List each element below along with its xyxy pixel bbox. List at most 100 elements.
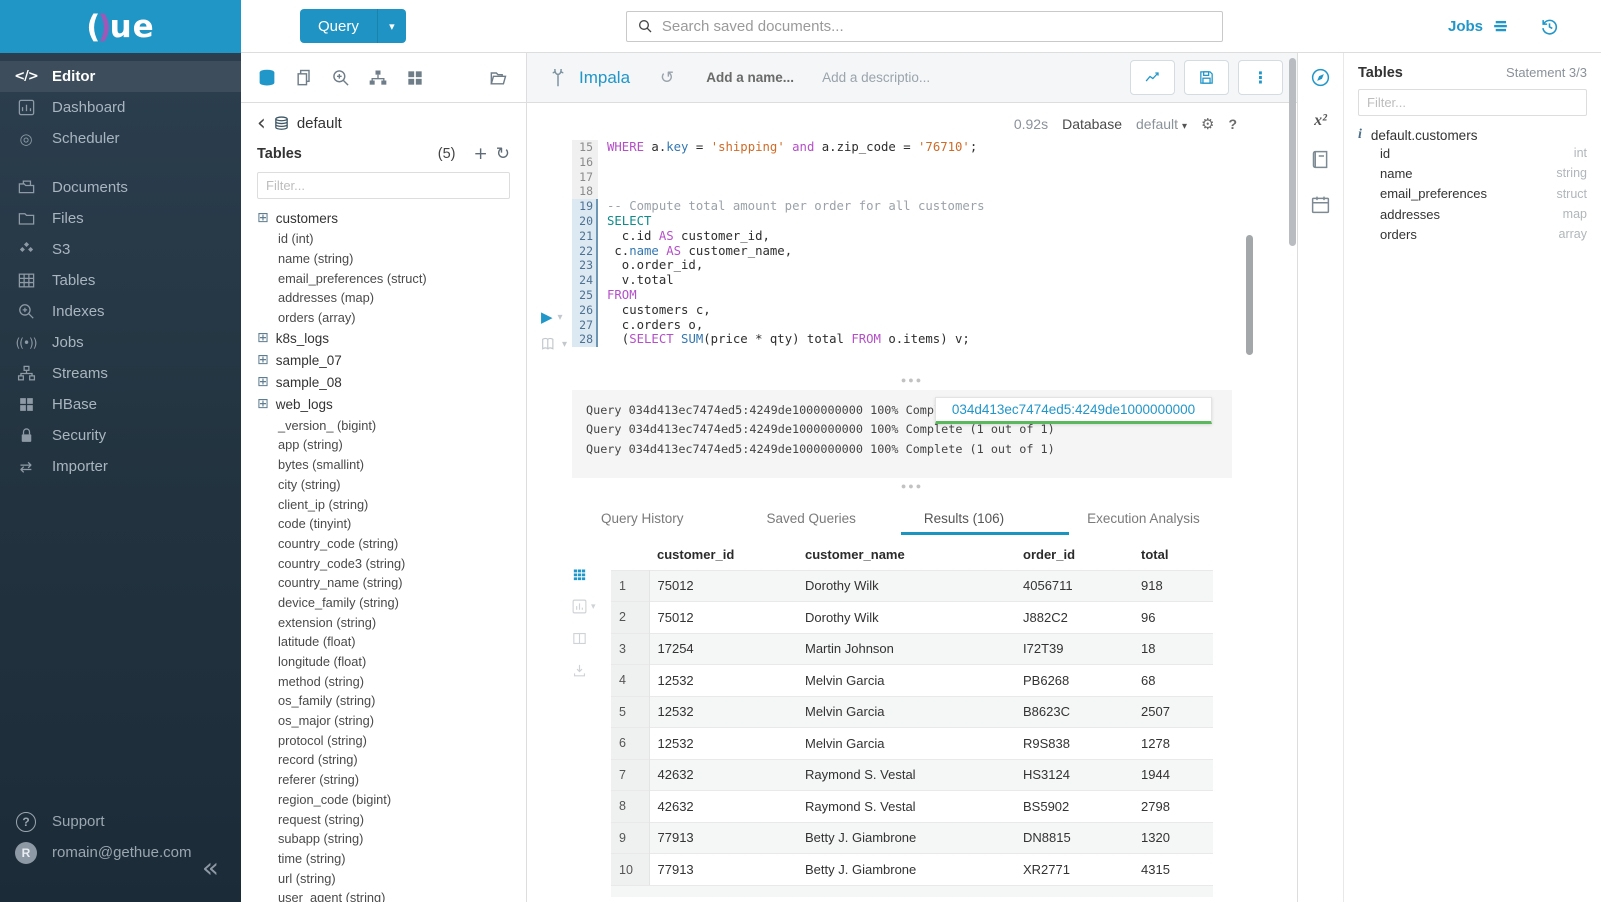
column-item[interactable]: app (string) xyxy=(257,435,510,455)
code-line[interactable]: 15WHERE a.key = 'shipping' and a.zip_cod… xyxy=(572,140,1247,155)
sidebar-item-scheduler[interactable]: ◎Scheduler xyxy=(0,123,241,154)
grid-view-icon[interactable] xyxy=(571,566,596,583)
sidebar-item-editor[interactable]: </>Editor xyxy=(0,61,241,92)
code-line[interactable]: 26 customers c, xyxy=(572,303,1247,318)
right-column-email_preferences[interactable]: email_preferencesstruct xyxy=(1358,184,1587,204)
code-line[interactable]: 28 (SELECT SUM(price * qty) total FROM o… xyxy=(572,332,1247,347)
tables-filter-input[interactable] xyxy=(257,172,510,199)
column-item[interactable]: name (string) xyxy=(257,249,510,269)
column-item[interactable]: request (string) xyxy=(257,809,510,829)
active-table-row[interactable]: i default.customers xyxy=(1358,127,1587,143)
search-input[interactable] xyxy=(662,18,1212,35)
sidebar-item-s3[interactable]: S3 xyxy=(0,234,241,265)
jobs-link[interactable]: Jobs xyxy=(1448,17,1510,36)
column-item[interactable]: city (string) xyxy=(257,475,510,495)
add-table-icon[interactable]: + xyxy=(474,144,488,164)
editor-scrollbar[interactable] xyxy=(1246,235,1253,355)
global-search[interactable] xyxy=(626,11,1223,42)
more-actions-button[interactable]: ⋮ xyxy=(1238,60,1283,95)
sidebar-item-indexes[interactable]: Indexes xyxy=(0,296,241,327)
presentation-mode-button[interactable]: ▾ xyxy=(539,336,567,352)
query-description-field[interactable]: Add a descriptio... xyxy=(822,70,930,85)
code-line[interactable]: 22 c.name AS customer_name, xyxy=(572,244,1247,259)
zoom-plus-icon[interactable] xyxy=(331,68,351,88)
code-line[interactable]: 16 xyxy=(572,155,1247,170)
column-item[interactable]: url (string) xyxy=(257,868,510,888)
column-item[interactable]: code (tinyint) xyxy=(257,514,510,534)
download-icon[interactable] xyxy=(571,662,596,679)
column-item[interactable]: region_code (bigint) xyxy=(257,790,510,810)
sidebar-item-documents[interactable]: Documents xyxy=(0,172,241,203)
column-item[interactable]: latitude (float) xyxy=(257,632,510,652)
resize-handle-top[interactable]: ●●● xyxy=(527,372,1297,388)
tab-saved-queries[interactable]: Saved Queries xyxy=(767,511,856,526)
code-line[interactable]: 27 c.orders o, xyxy=(572,318,1247,333)
sidebar-item-importer[interactable]: ⇄Importer xyxy=(0,451,241,482)
column-item[interactable]: os_family (string) xyxy=(257,691,510,711)
column-item[interactable]: orders (array) xyxy=(257,308,510,328)
column-item[interactable]: subapp (string) xyxy=(257,829,510,849)
run-query-button[interactable]: ▶▾ xyxy=(541,308,563,326)
right-column-addresses[interactable]: addressesmap xyxy=(1358,204,1587,224)
sitemap-icon[interactable] xyxy=(368,68,388,88)
table-item-sample_07[interactable]: ⊞sample_07 xyxy=(257,349,510,371)
info-icon[interactable]: i xyxy=(1358,127,1362,143)
column-item[interactable]: id (int) xyxy=(257,229,510,249)
code-line[interactable]: 21 c.id AS customer_id, xyxy=(572,229,1247,244)
language-reference-icon[interactable] xyxy=(1310,149,1331,175)
right-column-id[interactable]: idint xyxy=(1358,143,1587,163)
right-filter-input[interactable] xyxy=(1358,89,1587,116)
sql-editor[interactable]: 0.92s Database default ▾ ⚙ ? 15WHERE a.k… xyxy=(527,103,1297,372)
sidebar-item-dashboard[interactable]: Dashboard xyxy=(0,92,241,123)
column-header-customer_id[interactable]: customer_id xyxy=(649,540,797,570)
database-select[interactable]: default ▾ xyxy=(1136,116,1187,132)
table-row[interactable]: 275012Dorothy WilkJ882C296 xyxy=(611,602,1213,634)
query-id-tooltip[interactable]: 034d413ec7474ed5:4249de1000000000 xyxy=(935,397,1212,424)
schedule-calendar-icon[interactable] xyxy=(1310,194,1331,220)
column-item[interactable]: country_code (string) xyxy=(257,534,510,554)
column-item[interactable]: client_ip (string) xyxy=(257,494,510,514)
database-breadcrumb[interactable]: ‹ default xyxy=(257,115,510,132)
settings-gear-icon[interactable]: ⚙ xyxy=(1201,115,1214,133)
code-line[interactable]: 17 xyxy=(572,170,1247,185)
columns-view-icon[interactable] xyxy=(571,630,596,647)
code-line[interactable]: 23 o.order_id, xyxy=(572,258,1247,273)
table-row[interactable]: 412532Melvin GarciaPB626868 xyxy=(611,665,1213,697)
column-item[interactable]: bytes (smallint) xyxy=(257,455,510,475)
hue-logo[interactable]: ()ue xyxy=(0,0,241,53)
table-item-customers[interactable]: ⊞customers xyxy=(257,207,510,229)
tab-query-history[interactable]: Query History xyxy=(601,511,684,526)
column-item[interactable]: time (string) xyxy=(257,849,510,869)
table-item-k8s_logs[interactable]: ⊞k8s_logs xyxy=(257,327,510,349)
column-item[interactable]: referer (string) xyxy=(257,770,510,790)
sidebar-item-jobs[interactable]: ((•))Jobs xyxy=(0,327,241,358)
sidebar-item-streams[interactable]: Streams xyxy=(0,358,241,389)
column-item[interactable]: record (string) xyxy=(257,750,510,770)
table-row[interactable]: 512532Melvin GarciaB8623C2507 xyxy=(611,696,1213,728)
resize-handle-bottom[interactable]: ●●● xyxy=(527,478,1297,494)
column-item[interactable]: device_family (string) xyxy=(257,593,510,613)
databases-source-icon[interactable] xyxy=(257,68,277,88)
column-item[interactable]: os_major (string) xyxy=(257,711,510,731)
table-row[interactable]: 742632Raymond S. VestalHS31241944 xyxy=(611,759,1213,791)
code-line[interactable]: 18 xyxy=(572,184,1247,199)
documents-assist-icon[interactable] xyxy=(294,68,314,88)
table-row[interactable]: 1077913Betty J. GiambroneXR27714315 xyxy=(611,854,1213,886)
open-folder-icon[interactable] xyxy=(488,68,508,88)
query-history-icon[interactable] xyxy=(1540,17,1559,36)
back-chevron-icon[interactable]: ‹ xyxy=(257,117,266,131)
column-item[interactable]: country_code3 (string) xyxy=(257,553,510,573)
table-row[interactable]: 175012Dorothy Wilk4056711918 xyxy=(611,570,1213,602)
table-row[interactable]: 612532Melvin GarciaR9S8381278 xyxy=(611,728,1213,760)
table-row[interactable]: 842632Raymond S. VestalBS59022798 xyxy=(611,791,1213,823)
help-icon[interactable]: ? xyxy=(1228,116,1237,132)
table-row[interactable]: 317254Martin JohnsonI72T3918 xyxy=(611,633,1213,665)
engine-selector[interactable]: Impala xyxy=(547,66,630,90)
sidebar-item-hbase[interactable]: HBase xyxy=(0,389,241,420)
tab-results-106[interactable]: Results (106) xyxy=(924,511,1004,526)
code-line[interactable]: 25FROM xyxy=(572,288,1247,303)
sidebar-item-tables[interactable]: Tables xyxy=(0,265,241,296)
column-item[interactable]: addresses (map) xyxy=(257,288,510,308)
column-header-customer_name[interactable]: customer_name xyxy=(797,540,1015,570)
column-item[interactable]: method (string) xyxy=(257,671,510,691)
